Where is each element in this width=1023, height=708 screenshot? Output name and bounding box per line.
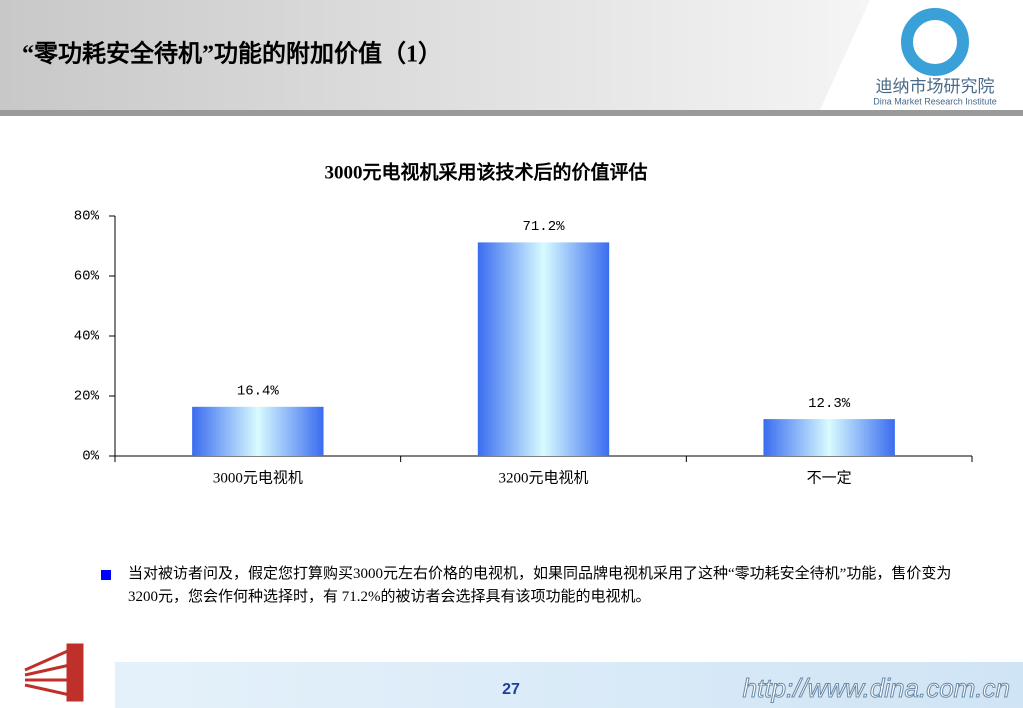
- chart-title: 3000元电视机采用该技术后的价值评估: [324, 160, 647, 183]
- plot: 0% 20% 40% 60% 80% 3000元电视机 16.4% 3200元电视机 71.2%…: [74, 209, 973, 486]
- y-tick-label: 80%: [74, 209, 100, 225]
- logo-mark: [901, 8, 969, 76]
- bar: [763, 419, 895, 456]
- y-tick-label: 0%: [82, 449, 99, 465]
- value-label: 71.2%: [522, 219, 565, 235]
- y-tick-label: 60%: [74, 269, 100, 285]
- x-tick-label: 不一定: [807, 469, 852, 486]
- corner-logo-bg: [0, 635, 115, 708]
- value-label: 16.4%: [237, 384, 280, 400]
- bullet: [101, 570, 111, 580]
- footer-band: [0, 662, 1023, 708]
- y-tick-label: 20%: [74, 389, 100, 405]
- bar: [477, 242, 610, 456]
- value-label: 12.3%: [808, 396, 851, 412]
- logo-panel: [820, 0, 1023, 110]
- page-number: 27: [502, 681, 520, 698]
- logo-cn: 迪纳市场研究院: [876, 77, 995, 96]
- x-tick-label: 3200元电视机: [498, 469, 588, 486]
- corner-logo: [24, 643, 84, 702]
- x-tick-label: 3000元电视机: [213, 469, 303, 486]
- logo-en: Dina Market Research Institute: [873, 96, 997, 106]
- note-text: 当对被访者问及，假定您打算购买3000元左右价格的电视机，如果同品牌电视机采用了…: [128, 566, 952, 605]
- y-tick-label: 40%: [74, 329, 100, 345]
- header-rule: [0, 110, 1023, 116]
- bar: [192, 406, 324, 456]
- footer-url: http://www.dina.com.cn: [743, 673, 1010, 703]
- slide-title: “零功耗安全待机”功能的附加价值（1）: [22, 40, 442, 68]
